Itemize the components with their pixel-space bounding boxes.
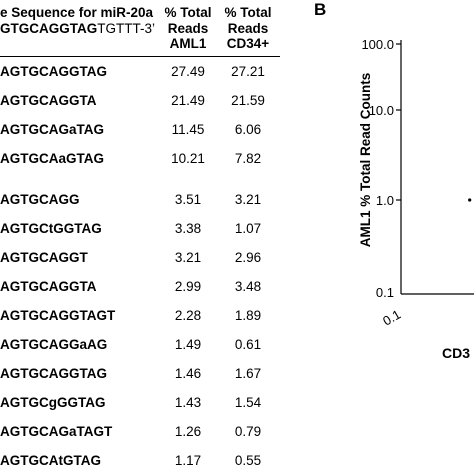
table-row: AGTGCAGGTAGT 2.28 1.89 (0, 308, 290, 328)
table-row: AGTGCAaGTAG 10.21 7.82 (0, 151, 290, 171)
aml1-cell: 1.49 (174, 337, 202, 352)
cd34-cell: 0.61 (234, 337, 262, 352)
x-tick-label: 0.1 (380, 307, 403, 329)
y-tick-label: 1.0 (376, 193, 394, 208)
sequence-cell: AGTGCAtGTAG (0, 453, 101, 468)
aml1-cell: 1.17 (174, 453, 202, 468)
column-header-cd34-line3: CD34+ (226, 36, 270, 51)
aml1-cell: 27.49 (171, 64, 205, 79)
table-header-sequence-line2: GTGCAGGTAGTGTTT-3’ (0, 21, 155, 37)
data-points (468, 198, 472, 202)
table-row: AGTGCtGGTAG 3.38 1.07 (0, 221, 290, 241)
cd34-cell: 7.82 (234, 151, 262, 166)
cd34-cell: 0.55 (234, 453, 262, 468)
column-header-cd34-line1: % Total (224, 5, 272, 20)
aml1-cell: 11.45 (171, 122, 205, 137)
table-row: AGTGCAGG 3.51 3.21 (0, 192, 290, 212)
cd34-cell: 2.96 (234, 250, 262, 265)
cd34-cell: 0.79 (234, 424, 262, 439)
aml1-cell: 21.49 (171, 93, 205, 108)
sequence-cell: AGTGCAGGTAGT (0, 308, 116, 323)
y-tick-label: 100.0 (361, 37, 394, 52)
sequence-cell: AGTGCAGaTAGT (0, 424, 113, 439)
cd34-cell: 3.21 (234, 192, 262, 207)
panel-b-label: B (314, 0, 327, 19)
cd34-cell: 21.59 (231, 93, 265, 108)
reference-sequence-tail: TGTTT-3’ (97, 21, 155, 36)
sequence-cell: AGTGCAGaTAG (0, 122, 104, 137)
cd34-cell: 6.06 (234, 122, 262, 137)
table-row: AGTGCAGGT 3.21 2.96 (0, 250, 290, 270)
aml1-cell: 1.26 (174, 424, 202, 439)
aml1-cell: 1.43 (174, 395, 202, 410)
aml1-cell: 1.46 (174, 366, 202, 381)
sequence-cell: AGTGCAGGTAG (0, 366, 107, 381)
column-header-aml1-line2: Reads (167, 20, 209, 36)
table-row: AGTGCAGGaAG 1.49 0.61 (0, 337, 290, 357)
sequence-cell: AGTGCAGGTA (0, 279, 97, 294)
cd34-cell: 3.48 (234, 279, 262, 294)
sequence-cell: AGTGCAGGTA (0, 93, 97, 108)
column-header-aml1: % Total Reads AML1 (153, 5, 223, 52)
cd34-cell: 1.67 (234, 366, 262, 381)
scatter-plot: 100.0 10.0 1.0 0.1 0.1 AML1 % Total Read… (358, 37, 474, 361)
aml1-cell: 3.38 (174, 221, 202, 236)
sequence-cell: AGTGCtGGTAG (0, 221, 102, 236)
aml1-cell: 10.21 (171, 151, 205, 166)
table-row: AGTGCAGGTAG 1.46 1.67 (0, 366, 290, 386)
column-header-cd34-line2: Reads (227, 20, 269, 36)
y-tick-label: 10.0 (369, 103, 394, 118)
y-axis-title: AML1 % Total Read Counts (358, 73, 373, 248)
y-tick-label: 0.1 (376, 285, 394, 300)
column-header-aml1-line3: AML1 (169, 36, 207, 51)
data-point (468, 198, 472, 202)
table-row: AGTGCgGGTAG 1.43 1.54 (0, 395, 290, 415)
cd34-cell: 27.21 (231, 64, 265, 79)
cd34-cell: 1.07 (234, 221, 262, 236)
table-header-sequence-line1: e Sequence for miR-20a (0, 5, 154, 20)
table-header-rule (0, 56, 280, 57)
aml1-cell: 3.21 (174, 250, 202, 265)
table-row: AGTGCAtGTAG 1.17 0.55 (0, 453, 290, 473)
sequence-cell: AGTGCAGGTAG (0, 64, 107, 79)
cd34-cell: 1.54 (234, 395, 262, 410)
cd34-cell: 1.89 (234, 308, 262, 323)
reference-sequence-bold: GTGCAGGTAG (0, 21, 98, 36)
aml1-cell: 2.28 (174, 308, 202, 323)
table-row: AGTGCAGaTAG 11.45 6.06 (0, 122, 290, 142)
table-row: AGTGCAGGTA 21.49 21.59 (0, 93, 290, 113)
table-row: AGTGCAGGTAG 27.49 27.21 (0, 64, 290, 84)
sequence-cell: AGTGCgGGTAG (0, 395, 106, 410)
column-header-cd34: % Total Reads CD34+ (213, 5, 283, 52)
table-row: AGTGCAGGTA 2.99 3.48 (0, 279, 290, 299)
table-row: AGTGCAGaTAGT 1.26 0.79 (0, 424, 290, 444)
aml1-cell: 2.99 (174, 279, 202, 294)
aml1-cell: 3.51 (174, 192, 202, 207)
x-axis-title: CD3 (442, 345, 470, 361)
sequence-cell: AGTGCAGG (0, 192, 80, 207)
sequence-cell: AGTGCAGGaAG (0, 337, 108, 352)
sequence-cell: AGTGCAGGT (0, 250, 88, 265)
sequence-cell: AGTGCAaGTAG (0, 151, 104, 166)
column-header-aml1-line1: % Total (164, 5, 212, 20)
table-header-sequence: e Sequence for miR-20a GTGCAGGTAGTGTTT-3… (0, 5, 155, 37)
